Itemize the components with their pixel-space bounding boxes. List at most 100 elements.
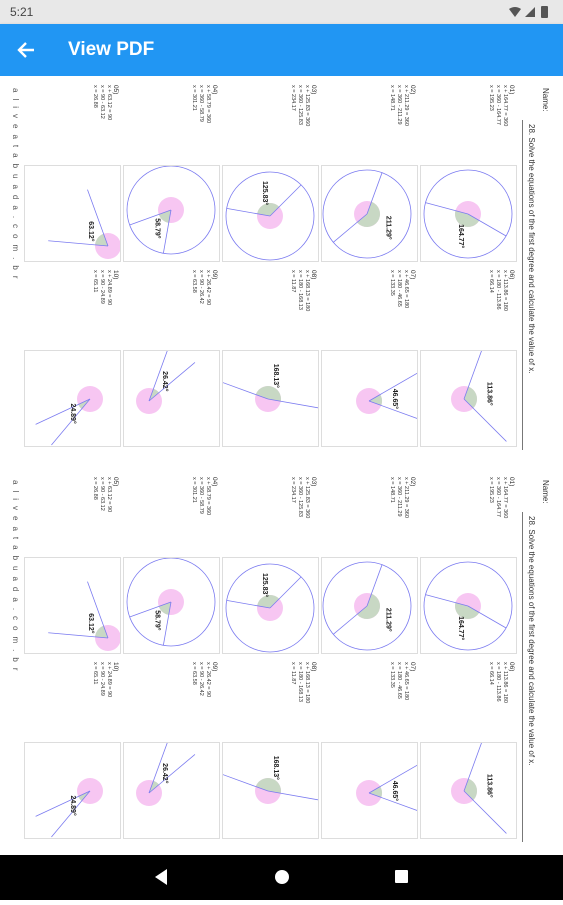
figure-box: 164.77° <box>420 557 517 654</box>
figure-box: 26.42° <box>123 344 220 447</box>
angle-label: 58.79° <box>154 218 162 239</box>
figure: 24.89° <box>35 386 103 446</box>
exercise-label: 04) x + 58.79 = 360 x = 360 - 58.79 x = 301… <box>190 85 218 160</box>
exercise-number: 07) <box>409 662 416 672</box>
ray <box>162 601 172 646</box>
equation: x = 63.58 <box>191 270 197 293</box>
app-title: View PDF <box>68 39 155 60</box>
outer-circle <box>225 563 315 653</box>
nav-back[interactable] <box>155 869 167 885</box>
angle-label: 113.86° <box>485 774 493 798</box>
figure: 168.13° <box>211 756 328 804</box>
equation: x + 168.13 = 180 <box>304 270 310 312</box>
pdf-page: Name: 28. Solve the equations of the firs… <box>8 80 556 455</box>
equation: x + 26.42 = 90 <box>205 662 211 698</box>
angle-label: 58.79° <box>154 610 162 631</box>
equation: x = 360 - 58.79 <box>198 477 204 514</box>
equation: x = 65.11 <box>92 662 98 685</box>
ray <box>368 792 426 814</box>
outer-circle <box>322 169 412 259</box>
figure: 164.77° <box>423 169 513 259</box>
figure: 164.77° <box>423 561 513 651</box>
angle-label: 63.12° <box>87 613 95 634</box>
ray <box>226 599 271 609</box>
equation: x + 58.79 = 360 <box>205 477 211 516</box>
equation: x + 164.77 = 360 <box>502 85 508 127</box>
angle-arc <box>455 210 480 227</box>
ray <box>48 240 109 247</box>
figure: 125.83° <box>225 563 315 653</box>
nav-home[interactable] <box>275 870 289 884</box>
exercise-number: 10) <box>112 662 119 672</box>
figure-box: 125.83° <box>222 557 319 654</box>
equation: x + 211.29 = 360 <box>403 477 409 518</box>
figure-box: 211.29° <box>321 165 418 262</box>
angle-label: 211.29° <box>385 608 393 632</box>
equation: x + 46.65 = 180 <box>403 270 409 309</box>
equation: x = 234.17 <box>290 477 296 503</box>
angle-arc <box>255 386 281 402</box>
exercise-number: 06) <box>508 270 515 280</box>
back-button[interactable] <box>16 40 36 60</box>
figure: 46.65° <box>356 370 426 422</box>
app-bar: View PDF <box>0 24 563 76</box>
equation: x = 301.21 <box>191 477 197 503</box>
exercise-label: 07) x + 46.65 = 180 x = 180 - 46.65 x = 133… <box>388 270 416 345</box>
equation: x + 24.89 = 90 <box>106 270 112 306</box>
exercise-number: 04) <box>211 85 218 95</box>
pdf-view[interactable]: Name: 28. Solve the equations of the firs… <box>0 76 563 855</box>
exercise-label: 06) x + 113.86 = 180 x = 180 - 113.86 x = 6… <box>487 270 515 345</box>
ray <box>148 344 170 402</box>
equation: x = 360 - 125.83 <box>297 477 303 517</box>
equation: x + 63.12 = 90 <box>106 477 112 513</box>
ray <box>148 736 170 794</box>
angle-arc <box>455 602 480 619</box>
angle-arc <box>464 778 477 801</box>
equation: x + 168.13 = 180 <box>304 662 310 704</box>
divider <box>522 512 523 842</box>
equation: x + 24.89 = 90 <box>106 662 112 698</box>
equation: x = 360 - 164.77 <box>495 477 501 517</box>
name-label: Name: <box>541 88 550 112</box>
ray <box>467 213 507 237</box>
equation: x + 113.86 = 180 <box>502 270 508 311</box>
ray <box>463 398 507 442</box>
pdf-page: Name: 28. Solve the equations of the firs… <box>8 472 556 847</box>
figure-box: 113.86° <box>420 734 517 839</box>
exercise-label: 05) x + 63.12 = 90 x = 90 - 63.12 x = 26.88 <box>91 85 119 160</box>
nav-recents[interactable] <box>395 870 408 883</box>
exercise-number: 01) <box>508 85 515 95</box>
angle-label: 46.65° <box>391 389 399 410</box>
ray <box>87 189 109 247</box>
equation: x = 180 - 113.86 <box>495 270 501 310</box>
exercise-number: 08) <box>310 662 317 672</box>
equation: x = 90 - 24.89 <box>99 270 105 304</box>
equation: x = 195.23 <box>488 85 494 111</box>
figure: 168.13° <box>211 364 328 412</box>
equation: x + 125.83 = 360 <box>304 85 310 127</box>
angle-arc <box>158 602 171 615</box>
ray <box>267 790 328 802</box>
exercise-label: 09) x + 26.42 = 90 x = 90 - 26.42 x = 63.58 <box>190 270 218 345</box>
equation: x = 360 - 164.77 <box>495 85 501 125</box>
equation: x = 148.71 <box>389 85 395 111</box>
figure-box: 24.89° <box>24 350 121 447</box>
exercise-number: 06) <box>508 662 515 672</box>
angle-arc <box>78 399 90 409</box>
angle-arc <box>78 791 90 801</box>
equation: x = 11.87 <box>290 662 296 685</box>
exercise-label: 02) x + 211.29 = 360 x = 360 - 211.29 x = 1… <box>388 85 416 160</box>
equation: x = 90 - 26.42 <box>198 270 204 304</box>
exercise-number: 09) <box>211 270 218 280</box>
ray <box>51 790 91 838</box>
figure-box: 125.83° <box>222 165 319 262</box>
outer-circle <box>126 557 216 647</box>
equation: x + 63.12 = 90 <box>106 85 112 121</box>
equation: x = 301.21 <box>191 85 197 111</box>
ray <box>366 172 383 215</box>
equation: x = 195.23 <box>488 477 494 503</box>
exercise-number: 05) <box>112 85 119 95</box>
figure-box: 46.65° <box>321 350 426 447</box>
ray <box>129 209 172 226</box>
angle-arc <box>95 625 108 638</box>
